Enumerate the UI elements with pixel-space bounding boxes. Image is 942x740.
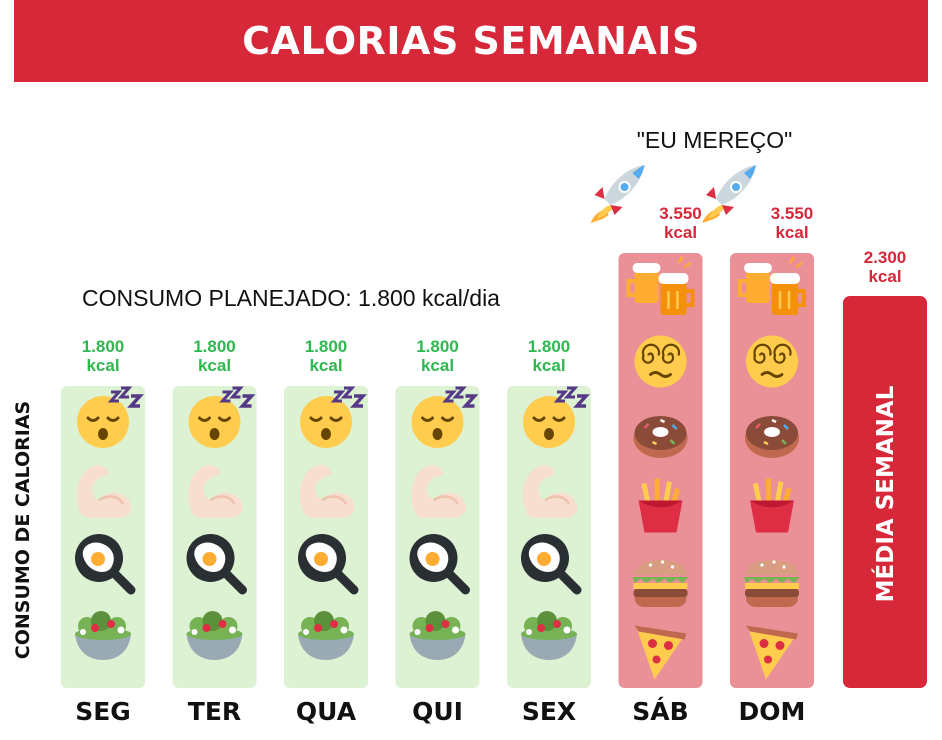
value-label-seg: 1.800 kcal: [82, 337, 125, 375]
planned-consumption-text: CONSUMO PLANEJADO: 1.800 kcal/dia: [82, 285, 500, 311]
value-label-ter: 1.800 kcal: [193, 337, 236, 375]
x-tick-seg: SEG: [75, 697, 131, 726]
labels-layer: 1.800 kcal SEG 1.800 kcal TER 1.800 kcal QUA 1.80…: [75, 204, 906, 726]
dizzy-face-icon: [744, 334, 800, 389]
rocket-icon: [701, 164, 757, 224]
average-value-label: 2.300 kcal: [864, 248, 907, 286]
x-tick-sáb: SÁB: [632, 697, 688, 726]
burger-icon: [744, 560, 800, 607]
value-label-dom: 3.550 kcal: [771, 204, 814, 242]
burger-icon: [632, 560, 689, 607]
title-banner: CALORIAS SEMANAIS: [14, 0, 928, 82]
x-tick-sex: SEX: [522, 697, 576, 726]
doughnut-icon: [632, 414, 689, 460]
dizzy-face-icon: [633, 334, 688, 389]
x-tick-dom: DOM: [739, 697, 806, 726]
value-label-qua: 1.800 kcal: [305, 337, 348, 375]
value-label-qui: 1.800 kcal: [416, 337, 459, 375]
value-label-sex: 1.800 kcal: [528, 337, 571, 375]
bars-layer: [61, 164, 927, 688]
bar-sáb: [618, 253, 703, 688]
x-tick-qua: QUA: [296, 697, 357, 726]
x-tick-qui: QUI: [412, 697, 463, 726]
chart-title: CALORIAS SEMANAIS: [242, 19, 700, 63]
weekend-annotation: "EU MEREÇO": [636, 127, 793, 153]
value-label-sáb: 3.550 kcal: [659, 204, 702, 242]
rocket-icon: [589, 164, 646, 224]
x-tick-ter: TER: [188, 697, 241, 726]
average-bar: [843, 296, 927, 688]
bar-dom: [730, 253, 814, 688]
doughnut-icon: [743, 414, 801, 460]
average-bar-label: MÉDIA SEMANAL: [871, 385, 899, 602]
